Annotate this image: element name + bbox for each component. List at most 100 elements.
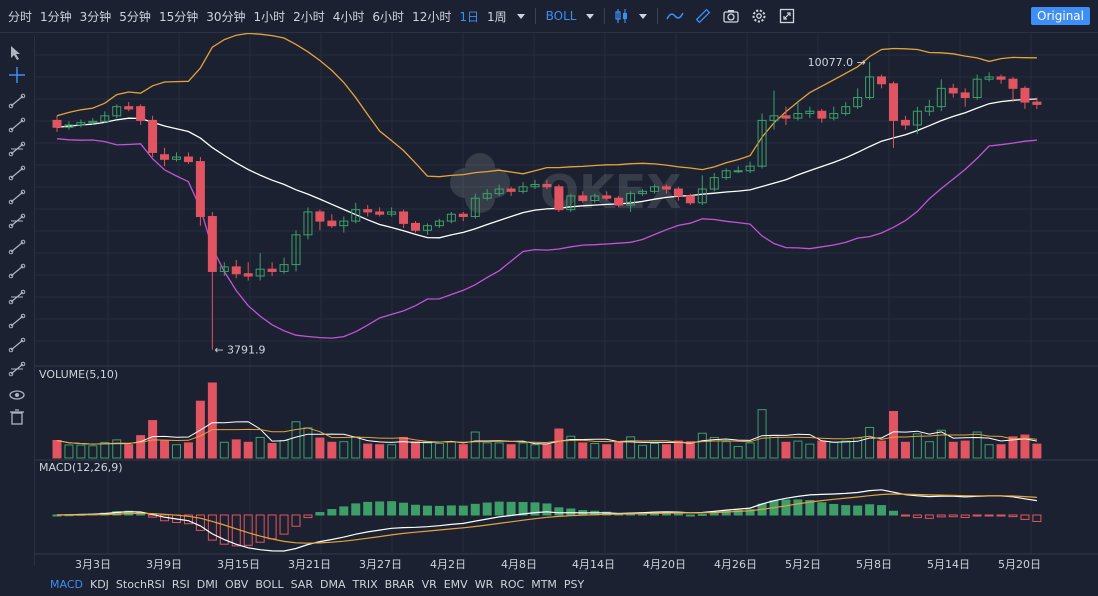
ray-icon[interactable] [8,116,26,134]
indicator-tab-rsi[interactable]: RSI [171,578,190,591]
volume-bar [446,441,456,459]
timeframe-7[interactable]: 2小时 [293,9,325,24]
timeframe-1[interactable]: 1分钟 [40,9,72,24]
volume-bar [673,440,683,459]
eye-icon[interactable] [8,386,26,404]
candle-body [661,186,671,190]
camera-icon[interactable] [720,5,742,27]
candle-body [458,213,468,218]
timeframe-11[interactable]: 1日 [459,9,479,24]
timeframe-10[interactable]: 12小时 [412,9,452,24]
magic-icon[interactable] [8,360,26,378]
volume-bar [518,442,528,459]
line-icon[interactable] [8,92,26,110]
horizontal-line-icon[interactable] [8,188,26,206]
candle-body [757,119,767,167]
gear-icon[interactable] [748,5,770,27]
extended-line-icon[interactable] [8,140,26,158]
candle-body [530,183,540,188]
volume-bar [924,441,934,459]
candle-body [554,186,564,211]
timeframe-0[interactable]: 分时 [8,9,33,24]
chart-type-chevron-down-icon[interactable] [639,13,648,19]
candle-body [494,188,504,195]
fibonacci-icon[interactable] [8,312,26,330]
timeframe-3[interactable]: 5分钟 [119,9,151,24]
indicator-tab-trix[interactable]: TRIX [352,578,378,591]
volume-bar [124,444,134,459]
volume-bar [614,441,624,459]
volume-bar [303,427,313,459]
volume-bar [351,436,361,459]
volume-ma5-line [56,421,1037,445]
timeframe-4[interactable]: 15分钟 [158,9,199,24]
volume-bar [411,441,420,459]
toolbar-divider [604,8,606,24]
macd-histogram-bar [841,505,851,516]
indicator-tab-sar[interactable]: SAR [290,578,313,591]
original-view-button[interactable]: Original [1031,7,1090,25]
indicator-tab-stochrsi[interactable]: StochRSI [115,578,165,591]
ruler-icon[interactable] [692,5,714,27]
indicator-tabs: MACD KDJ StochRSI RSI DMI OBV BOLL SAR DMA TRIX BR… [50,578,591,591]
macd-histogram-bar [530,502,540,516]
indicator-tab-kdj[interactable]: KDJ [89,578,109,591]
candle-body [52,119,62,128]
chart-area[interactable]: OKEX 10077.0 → ← 3791.9 VOLUME(5,10) MACD(12… [35,33,1098,576]
candlestick-icon[interactable] [611,5,633,27]
indicator-tab-macd[interactable]: MACD [50,578,83,591]
volume-bar [829,441,839,459]
macd-histogram-bar [1008,514,1018,518]
candle-body [877,76,887,85]
indicator-tab-emv[interactable]: EMV [443,578,468,591]
volume-bar [757,409,767,459]
parallel-line-icon[interactable] [8,164,26,182]
crosshair-icon[interactable] [8,66,26,84]
trash-icon[interactable] [8,408,26,426]
candle-body [912,110,922,126]
timeframe-2[interactable]: 3分钟 [79,9,112,24]
line-chart-icon[interactable] [664,5,686,27]
volume-bar [458,444,468,459]
indicator-tab-dma[interactable]: DMA [319,578,346,591]
indicator-tab-mtm[interactable]: MTM [531,578,557,591]
macd-histogram-bar [387,501,397,516]
timeframe-5[interactable]: 30分钟 [206,9,246,24]
timeframe-6[interactable]: 1小时 [253,9,286,24]
candle-body [889,83,898,121]
indicator-tab-wr[interactable]: WR [474,578,494,591]
indicator-select[interactable]: BOLL [546,9,595,23]
price-range-icon[interactable] [8,238,26,256]
indicator-tab-roc[interactable]: ROC [500,578,525,591]
indicator-tab-psy[interactable]: PSY [563,578,585,591]
volume-bar [76,444,86,459]
indicator-tab-obv[interactable]: OBV [224,578,249,591]
vertical-line-icon[interactable] [8,262,26,280]
indicator-tab-vr[interactable]: VR [421,578,437,591]
timeframe-9[interactable]: 6小时 [372,9,405,24]
candle-body [578,195,588,201]
macd-histogram-bar [219,514,229,545]
timeframe-8[interactable]: 4小时 [332,9,365,24]
fullscreen-icon[interactable] [776,5,798,27]
pitchfork-icon[interactable] [8,288,26,306]
macd-histogram-bar [267,514,277,540]
gann-icon[interactable] [8,336,26,354]
macd-panel-label: MACD(12,26,9) [39,461,123,474]
volume-bar [697,432,707,459]
candle-body [900,119,910,126]
indicator-tab-brar[interactable]: BRAR [384,578,415,591]
more-timeframes-chevron-icon[interactable] [516,13,525,19]
macd-histogram-bar [781,499,791,516]
indicator-tab-dmi[interactable]: DMI [196,578,218,591]
macd-histogram-bar [279,514,289,535]
indicator-tab-boll[interactable]: BOLL [255,578,284,591]
volume-bar [434,443,444,459]
candle-body [88,120,98,124]
candle-body [422,225,432,231]
timeframe-12[interactable]: 1周 [486,9,507,24]
date-axis-label: 4月26日 [714,558,757,571]
horizontal-ray-icon[interactable] [8,212,26,230]
volume-bar [709,436,719,459]
cursor-icon[interactable] [8,44,26,62]
